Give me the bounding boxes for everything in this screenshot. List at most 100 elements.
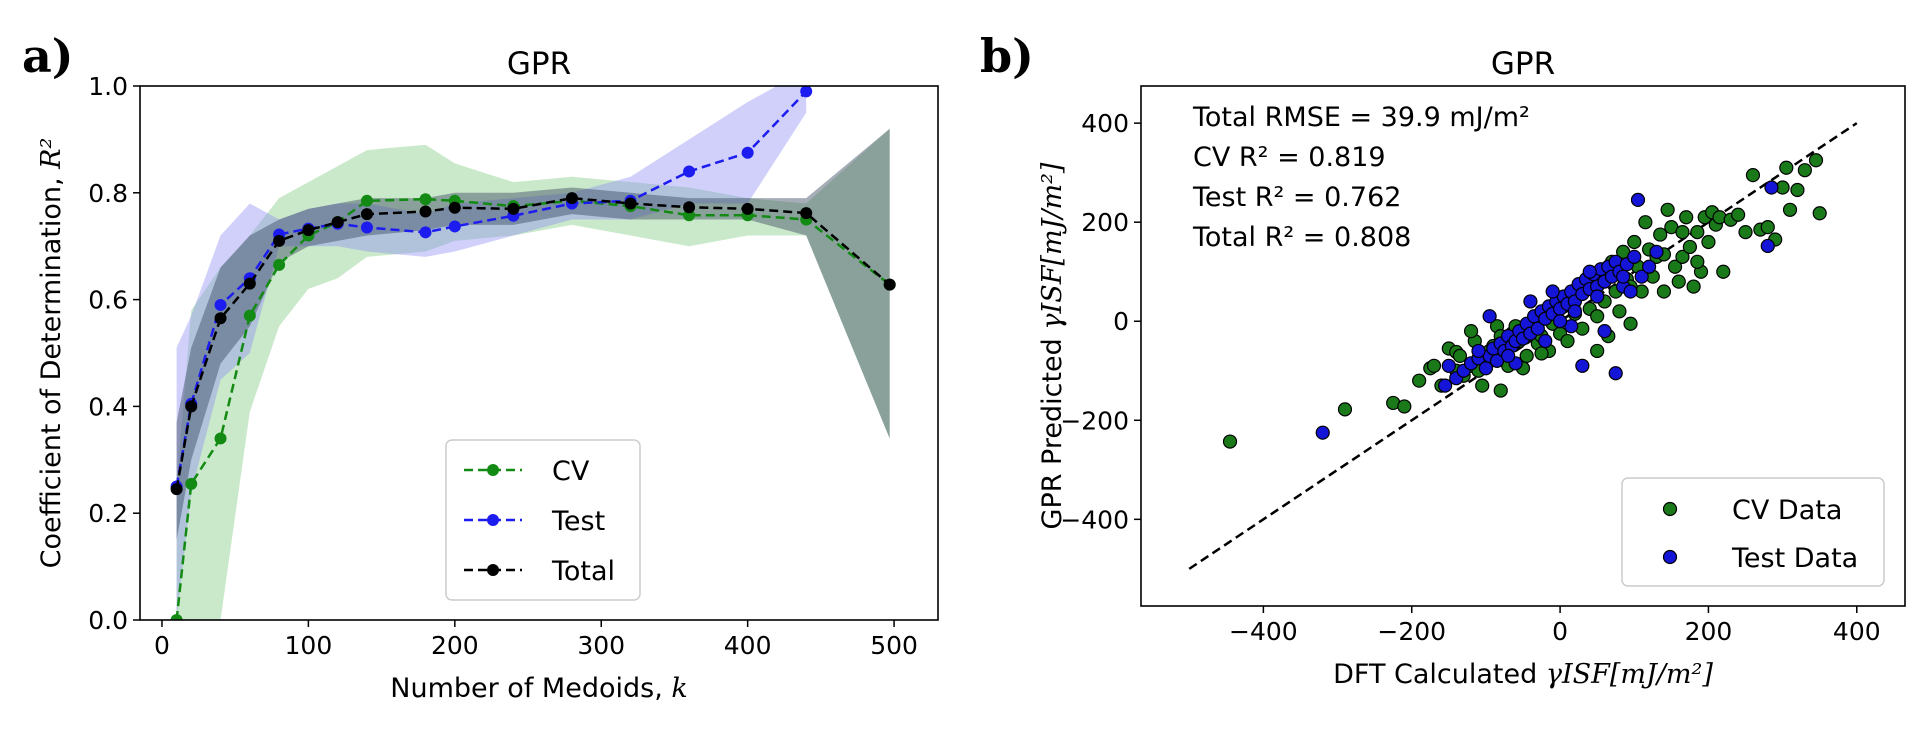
- point-cv-data: [1679, 210, 1694, 225]
- point-test-data: [1315, 425, 1330, 440]
- point-cv: [360, 194, 373, 207]
- point-total: [331, 216, 344, 229]
- x-axis-label: Number of Medoids, k: [390, 673, 687, 704]
- point-test-data: [1530, 321, 1545, 336]
- point-cv-data: [1731, 207, 1746, 222]
- point-total: [683, 201, 696, 214]
- x-axis-label: DFT Calculated γISF[mJ/m²]: [1333, 659, 1713, 690]
- point-cv-data: [1222, 434, 1238, 449]
- legend-swatch-marker: [487, 564, 499, 576]
- x-tick-label: 400: [724, 631, 772, 660]
- point-test-data: [1616, 269, 1631, 284]
- point-total: [448, 201, 461, 214]
- point-cv-data: [1690, 254, 1705, 269]
- point-cv-data: [1667, 259, 1683, 274]
- legend-box: [1621, 477, 1885, 587]
- point-cv-data: [1534, 346, 1549, 361]
- point-test-data: [1538, 333, 1553, 349]
- point-cv: [243, 309, 256, 322]
- point-test-data: [1608, 366, 1623, 381]
- y-tick-label: 0.6: [88, 286, 128, 315]
- point-total: [741, 202, 754, 215]
- point-test: [800, 86, 813, 98]
- point-test-data: [1649, 244, 1664, 260]
- legend-label: CV: [552, 456, 590, 487]
- y-tick-label: 0: [1113, 307, 1129, 336]
- point-cv-data: [1779, 160, 1794, 175]
- x-axis-label-var: γISF[mJ/m²]: [1546, 659, 1714, 690]
- y-tick-label: −400: [1060, 505, 1129, 534]
- legend-swatch-marker: [1662, 501, 1678, 517]
- point-cv-data: [1808, 153, 1824, 168]
- x-tick-label: −200: [1377, 617, 1446, 646]
- legend-swatch-marker: [487, 514, 499, 526]
- x-axis-label-text: Number of Medoids,: [390, 673, 671, 704]
- point-test-data: [1764, 180, 1779, 195]
- point-test-data: [1501, 348, 1516, 364]
- point-total: [170, 483, 183, 496]
- point-test: [360, 221, 373, 234]
- point-cv-data: [1426, 358, 1442, 373]
- legend: CV Data Test Data: [1621, 477, 1885, 587]
- axes-frame: [1140, 85, 1906, 607]
- band-total: [176, 128, 890, 540]
- x-axis-label-text: DFT Calculated: [1333, 659, 1546, 690]
- point-test-data: [1627, 249, 1642, 264]
- y-tick-label: 0.4: [88, 392, 128, 421]
- point-cv-data: [1612, 304, 1627, 319]
- legend-label: CV Data: [1732, 495, 1842, 526]
- point-cv-data: [1701, 234, 1716, 250]
- point-cv-data: [1675, 224, 1690, 240]
- point-test-data: [1471, 343, 1486, 359]
- point-total: [883, 278, 896, 291]
- y-tick-label: −200: [1060, 406, 1129, 435]
- point-cv-data: [1656, 284, 1672, 299]
- point-test-data: [1597, 324, 1612, 339]
- point-cv: [170, 614, 183, 620]
- point-test: [741, 146, 754, 159]
- point-total: [243, 277, 256, 290]
- y-axis-label: Coefficient of Determination, R²: [36, 138, 67, 569]
- point-cv-data: [1590, 343, 1605, 359]
- point-test-data: [1438, 378, 1453, 393]
- point-cv-data: [1686, 279, 1701, 294]
- point-cv-data: [1397, 399, 1412, 414]
- point-cv-data: [1812, 206, 1827, 221]
- point-cv-data: [1760, 220, 1775, 235]
- point-cv-data: [1493, 383, 1508, 398]
- point-test-data: [1575, 358, 1590, 373]
- point-test-data: [1567, 304, 1583, 319]
- x-tick-label: 500: [870, 631, 918, 660]
- point-cv: [214, 432, 227, 445]
- legend-swatch-marker: [487, 464, 499, 476]
- point-test-data: [1760, 238, 1775, 254]
- point-cv-data: [1797, 163, 1812, 178]
- point-cv: [185, 477, 198, 490]
- point-cv-data: [1716, 264, 1731, 279]
- parity-line: [1188, 122, 1858, 570]
- point-test-data: [1641, 259, 1657, 274]
- point-cv-data: [1627, 234, 1642, 250]
- x-tick-label: 400: [1833, 617, 1881, 646]
- y-axis-label-var: R²: [36, 138, 67, 170]
- x-tick-label: 0: [154, 631, 170, 660]
- series-line-test: [175, 90, 808, 487]
- point-cv-data: [1653, 227, 1668, 242]
- point-test-data: [1482, 309, 1497, 324]
- point-test-data: [1523, 294, 1538, 309]
- y-tick-label: 0.2: [88, 499, 128, 528]
- y-axis-label: GPR Predicted γISF[mJ/m²]: [1037, 162, 1068, 529]
- x-tick-label: 0: [1552, 617, 1568, 646]
- point-total: [565, 192, 578, 205]
- y-axis-label-text: Coefficient of Determination,: [36, 169, 67, 569]
- point-test: [448, 220, 461, 233]
- point-test-data: [1634, 269, 1649, 284]
- band-cv: [176, 128, 890, 620]
- point-cv-data: [1519, 348, 1534, 364]
- x-tick-label: 300: [577, 631, 625, 660]
- legend-swatch-marker: [1662, 549, 1678, 565]
- point-test-data: [1582, 264, 1597, 279]
- x-tick-label: 200: [1685, 617, 1733, 646]
- point-test: [419, 226, 432, 239]
- annotation-text: Total RMSE = 39.9 mJ/m²: [1192, 102, 1530, 133]
